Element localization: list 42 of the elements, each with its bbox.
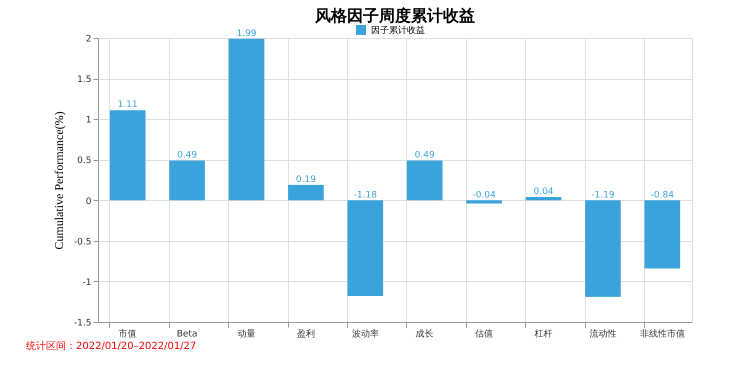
y-tick-label: 0.5 [77,156,92,166]
x-tick-label: 成长 [416,328,434,340]
x-tick-label: 流动性 [589,328,616,340]
x-tick-label: 动量 [238,328,256,340]
data-label: 0.49 [177,150,198,161]
legend-label: 因子累计收益 [371,25,425,36]
bar [406,160,443,200]
data-label: -0.04 [472,190,496,200]
y-tick-label: 2 [86,34,92,44]
x-tick-label: Beta [176,330,198,340]
bar [585,200,621,297]
data-label: -1.19 [591,190,615,200]
x-tick-label: 盈利 [296,328,315,340]
y-tick-label: -1.5 [74,318,92,328]
y-tick-label: -0.5 [74,237,92,248]
data-label: 1.11 [118,100,138,110]
y-tick-label: 1 [86,116,92,126]
y-axis-title: Cumulative Performance(%) [52,111,66,250]
data-label: 0.19 [296,174,316,185]
data-label: 1.99 [236,28,257,39]
y-tick-label: 0 [86,196,92,207]
data-label: -0.84 [650,190,674,200]
bar [228,38,264,200]
chart-title: 风格因子周度累计收益 [314,6,475,25]
y-tick-label: 1.5 [77,75,92,86]
y-tick-label: -1 [82,278,92,288]
x-tick-label: 市值 [118,328,137,340]
data-label: 0.49 [414,150,435,161]
data-label: 0.04 [533,187,554,198]
bar [288,184,324,200]
x-tick-label: 杠杆 [534,328,552,340]
bar [644,200,680,268]
bar [110,110,146,200]
x-tick-label: 估值 [475,328,494,340]
bar [169,160,205,200]
bar [526,197,562,200]
text: 统计区间：2022/01/20–2022/01/27 [26,340,196,352]
x-tick-label: 非线性市值 [640,328,685,340]
bar [466,200,502,204]
bar [347,200,384,296]
data-label: -1.18 [354,190,378,200]
x-tick-label: 波动率 [352,328,379,340]
